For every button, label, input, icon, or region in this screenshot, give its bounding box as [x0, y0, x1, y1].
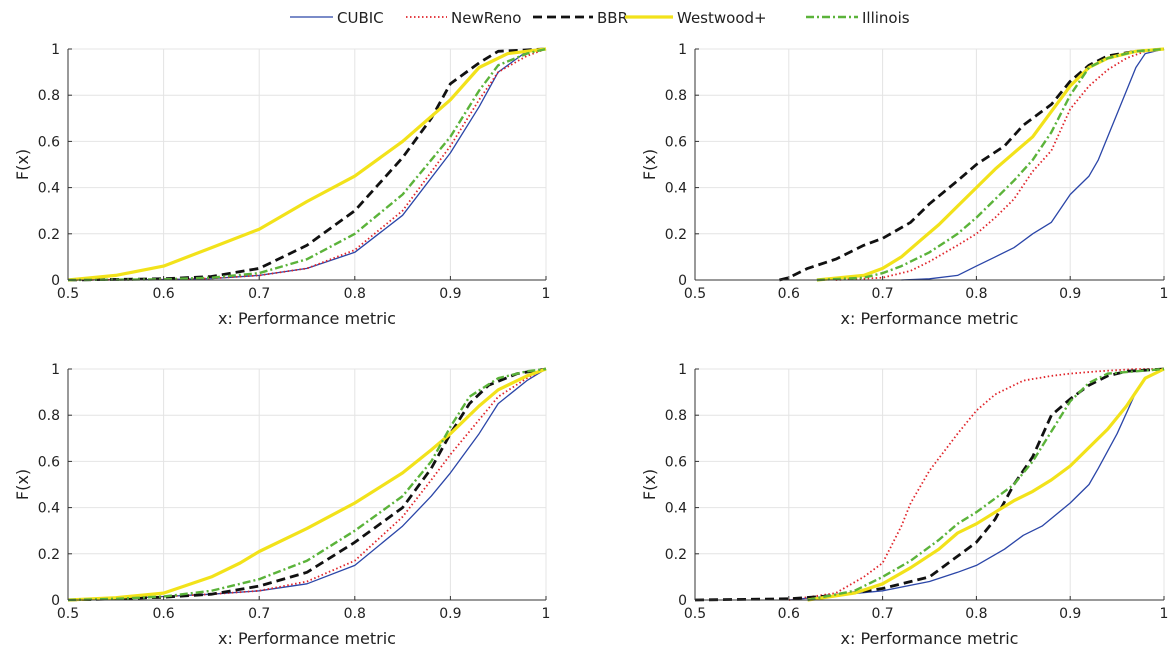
x-tick-label: 0.5: [684, 286, 706, 302]
x-tick-label: 0.7: [248, 606, 270, 622]
y-tick-label: 0.6: [38, 454, 60, 470]
series-line-westwood: [67, 367, 547, 602]
x-tick-label: 0.6: [778, 606, 800, 622]
y-axis-label: F(x): [640, 149, 659, 180]
x-tick-label: 0.9: [1059, 286, 1081, 302]
y-tick-label: 0.4: [38, 501, 60, 517]
x-tick-label: 1: [542, 286, 551, 302]
y-tick-label: 1: [678, 362, 687, 378]
x-tick-label: 0.8: [965, 606, 987, 622]
y-tick-label: 0: [51, 273, 60, 289]
y-tick-label: 0.2: [665, 547, 687, 563]
plot-area: [68, 49, 546, 280]
x-tick-label: 0.7: [248, 286, 270, 302]
series-line-illinois: [807, 367, 1165, 602]
y-tick-label: 0.8: [38, 408, 60, 424]
y-tick-label: 0: [51, 593, 60, 609]
series-line-newreno: [788, 368, 1164, 601]
legend-label-cubic: CUBIC: [337, 9, 384, 27]
series-line-cubic: [788, 368, 1165, 601]
series-line-bbr: [67, 47, 547, 282]
x-tick-label: 0.9: [1059, 606, 1081, 622]
y-tick-label: 0.4: [665, 181, 687, 197]
x-tick-label: 0.6: [778, 286, 800, 302]
x-tick-label: 0.9: [439, 606, 461, 622]
y-tick-label: 0.2: [38, 227, 60, 243]
y-axis-label: F(x): [13, 149, 32, 180]
y-tick-label: 0: [678, 273, 687, 289]
plot-area: [695, 49, 1164, 280]
x-tick-label: 0.5: [57, 606, 79, 622]
plot-area: [68, 369, 546, 600]
x-tick-label: 0.6: [152, 286, 174, 302]
x-axis-label: x: Performance metric: [218, 629, 396, 648]
y-tick-label: 0.8: [665, 408, 687, 424]
series-line-westwood: [67, 47, 547, 282]
x-tick-label: 0.8: [344, 286, 366, 302]
y-axis-label: F(x): [13, 469, 32, 500]
series-line-cubic: [901, 48, 1165, 281]
x-axis-label: x: Performance metric: [841, 629, 1019, 648]
series-line-illinois: [67, 47, 547, 282]
x-tick-label: 0.8: [344, 606, 366, 622]
x-tick-label: 1: [1160, 606, 1168, 622]
y-tick-label: 0.6: [38, 134, 60, 150]
x-tick-label: 1: [542, 606, 551, 622]
y-tick-label: 0: [678, 593, 687, 609]
y-tick-label: 0.4: [38, 181, 60, 197]
series-line-bbr: [779, 47, 1165, 282]
y-tick-label: 0.8: [665, 88, 687, 104]
x-tick-label: 0.7: [871, 606, 893, 622]
y-tick-label: 1: [678, 42, 687, 58]
legend-label-newreno: NewReno: [451, 9, 521, 27]
chart-top-left: 0.5 0.6 0.7 0.8 0.9 1 0 0.2 0.4 0.6 0.8 1 x: Perform…: [13, 42, 550, 328]
x-axis-label: x: Performance metric: [218, 309, 396, 328]
x-tick-label: 0.8: [965, 286, 987, 302]
series-line-illinois: [67, 367, 547, 602]
x-tick-label: 0.7: [871, 286, 893, 302]
y-axis-label: F(x): [640, 469, 659, 500]
chart-bottom-left: 0.5 0.6 0.7 0.8 0.9 1 0 0.2 0.4 0.6 0.8 1 x: Perform…: [13, 362, 550, 648]
series-line-westwood: [807, 367, 1165, 602]
x-axis-label: x: Performance metric: [841, 309, 1019, 328]
legend-label-westwood: Westwood+: [677, 9, 767, 27]
chart-bottom-right: 0.5 0.6 0.7 0.8 0.9 1 0 0.2 0.4 0.6 0.8 1 x: Perform…: [640, 362, 1168, 648]
x-tick-label: 1: [1160, 286, 1168, 302]
y-tick-label: 0.6: [665, 134, 687, 150]
x-tick-label: 0.5: [57, 286, 79, 302]
legend: CUBIC NewReno BBR Westwood+ Illinois: [290, 9, 910, 27]
y-tick-label: 0.2: [38, 547, 60, 563]
series-line-illinois: [816, 47, 1165, 282]
x-tick-label: 0.9: [439, 286, 461, 302]
legend-label-bbr: BBR: [597, 9, 628, 27]
plot-area: [695, 369, 1164, 600]
y-tick-label: 0.2: [665, 227, 687, 243]
y-tick-label: 1: [51, 42, 60, 58]
chart-top-right: 0.5 0.6 0.7 0.8 0.9 1 0 0.2 0.4 0.6 0.8 1 x: Perform…: [640, 42, 1168, 328]
y-tick-label: 0.8: [38, 88, 60, 104]
x-tick-label: 0.6: [152, 606, 174, 622]
y-tick-label: 0.6: [665, 454, 687, 470]
y-tick-label: 1: [51, 362, 60, 378]
series-line-newreno: [67, 368, 547, 601]
y-tick-label: 0.4: [665, 501, 687, 517]
legend-label-illinois: Illinois: [862, 9, 910, 27]
x-tick-label: 0.5: [684, 606, 706, 622]
